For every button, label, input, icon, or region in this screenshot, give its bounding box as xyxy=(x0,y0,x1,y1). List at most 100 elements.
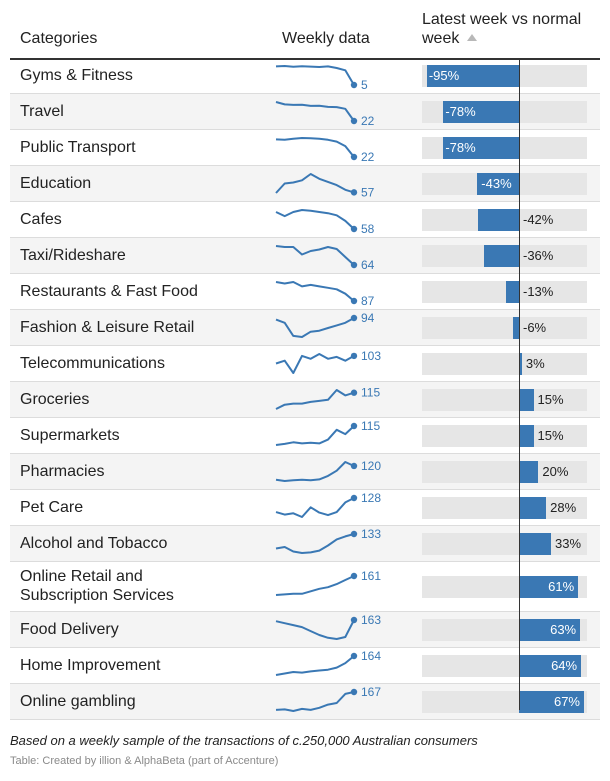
table-row: Telecommunications 103 3% xyxy=(10,346,600,382)
sparkline-latest-value: 5 xyxy=(361,78,368,92)
row-category: Fashion & Leisure Retail xyxy=(20,319,195,336)
bar-track: 15% xyxy=(422,388,587,411)
row-category: Restaurants & Fast Food xyxy=(20,283,198,300)
sparkline-latest-value: 64 xyxy=(361,258,375,272)
sparkline: 161 xyxy=(275,569,381,596)
sparkline-latest-value: 115 xyxy=(361,386,380,400)
row-category: Travel xyxy=(20,103,64,120)
table-row: Education 57 -43% xyxy=(10,166,600,202)
table-header: Categories Weekly data Latest week vs no… xyxy=(10,0,600,60)
sparkline-path xyxy=(275,461,355,482)
sparkline-latest-value: 22 xyxy=(361,150,375,164)
table-row: Online gambling 167 67% xyxy=(10,684,600,720)
bar xyxy=(519,388,534,411)
header-weekly-data[interactable]: Weekly data xyxy=(282,30,370,47)
table-row: Cafes 58 -42% xyxy=(10,202,600,238)
sparkline-latest-value: 58 xyxy=(361,222,375,236)
table-row: Fashion & Leisure Retail 94 -6% xyxy=(10,310,600,346)
table-row: Taxi/Rideshare 64 -36% xyxy=(10,238,600,274)
sparkline-path xyxy=(275,245,355,266)
sparkline: 115 xyxy=(275,386,380,410)
bar xyxy=(519,460,539,483)
bar xyxy=(519,654,582,677)
bar-track: 61% xyxy=(422,575,587,598)
bar xyxy=(519,690,584,713)
row-category: Cafes xyxy=(20,211,62,228)
bar-value-label: 20% xyxy=(542,463,569,479)
sparkline-path xyxy=(275,619,355,640)
table-row: Travel 22 -78% xyxy=(10,94,600,130)
bar-track: 20% xyxy=(422,460,587,483)
bar-value-label: 3% xyxy=(525,355,545,371)
bar-track: 3% xyxy=(422,352,587,375)
bar xyxy=(519,352,522,375)
sparkline: 94 xyxy=(275,311,375,338)
row-category: Taxi/Rideshare xyxy=(20,247,126,264)
sparkline-latest-value: 120 xyxy=(361,459,381,473)
sparkline-end-dot xyxy=(350,494,358,502)
sparkline-latest-value: 133 xyxy=(361,527,381,541)
bar-value-label: -36% xyxy=(523,247,554,263)
bar-value-label: 63% xyxy=(550,621,577,637)
bar-track: -13% xyxy=(422,280,587,303)
row-category: Food Delivery xyxy=(20,621,119,638)
sparkline-path xyxy=(275,317,355,338)
sparkline-path xyxy=(275,533,355,554)
sparkline-end-dot xyxy=(350,189,358,196)
table-row: Pharmacies 120 20% xyxy=(10,454,600,490)
table-row: Supermarkets 115 15% xyxy=(10,418,600,454)
sparkline-end-dot xyxy=(350,261,358,269)
header-categories[interactable]: Categories xyxy=(20,30,98,47)
sparkline: 22 xyxy=(275,137,375,164)
sparkline-latest-value: 94 xyxy=(361,311,375,325)
sparkline-path xyxy=(275,691,355,712)
sparkline: 133 xyxy=(275,527,381,554)
row-category: Education xyxy=(20,175,92,192)
sparkline-latest-value: 164 xyxy=(361,649,381,663)
header-latest-week[interactable]: Latest week vs normal week xyxy=(422,10,607,48)
sparkline-end-dot xyxy=(350,389,358,396)
sparkline: 128 xyxy=(275,491,381,518)
sparkline-latest-value: 161 xyxy=(361,569,381,583)
row-category: Online gambling xyxy=(20,693,136,710)
bar-value-label: 15% xyxy=(537,427,564,443)
bar-value-label: 67% xyxy=(553,693,580,709)
row-category: Groceries xyxy=(20,391,90,408)
bar-value-label: -95% xyxy=(428,67,460,83)
bar-value-label: -42% xyxy=(523,211,554,227)
bar-track: -78% xyxy=(422,100,587,123)
bar-value-label: 28% xyxy=(550,499,577,515)
table-row: Gyms & Fitness 5 -95% xyxy=(10,58,600,94)
sparkline-end-dot xyxy=(350,314,358,322)
sparkline-latest-value: 57 xyxy=(361,185,375,199)
source-credit: Table: Created by illion & AlphaBeta (pa… xyxy=(10,755,279,767)
sparkline-end-dot xyxy=(350,297,358,305)
bar-track: -95% xyxy=(422,64,587,87)
bar xyxy=(484,244,519,267)
sparkline-end-dot xyxy=(350,153,358,161)
sparkline-path xyxy=(275,137,355,158)
bar-track: 28% xyxy=(422,496,587,519)
table-row: Food Delivery 163 63% xyxy=(10,612,600,648)
bar-value-label: -43% xyxy=(481,175,512,191)
row-category: Gyms & Fitness xyxy=(20,67,133,84)
sparkline-path xyxy=(275,101,355,122)
sparkline-end-dot xyxy=(350,688,358,696)
footnote: Based on a weekly sample of the transact… xyxy=(10,733,478,748)
sparkline-path xyxy=(275,65,355,86)
bar-track: -6% xyxy=(422,316,587,339)
row-category: Public Transport xyxy=(20,139,136,156)
bar xyxy=(519,424,534,447)
table-row: Home Improvement 164 64% xyxy=(10,648,600,684)
bar-value-label: 61% xyxy=(548,578,575,594)
bar xyxy=(426,64,519,87)
row-category: Supermarkets xyxy=(20,427,120,444)
bar-track: -43% xyxy=(422,172,587,195)
bar xyxy=(519,575,579,598)
sparkline-end-dot xyxy=(350,616,358,624)
sparkline-end-dot xyxy=(350,530,358,538)
sparkline-path xyxy=(275,281,355,302)
sparkline-path xyxy=(275,389,355,410)
sparkline-end-dot xyxy=(350,81,358,89)
sort-ascending-icon[interactable] xyxy=(467,34,478,41)
